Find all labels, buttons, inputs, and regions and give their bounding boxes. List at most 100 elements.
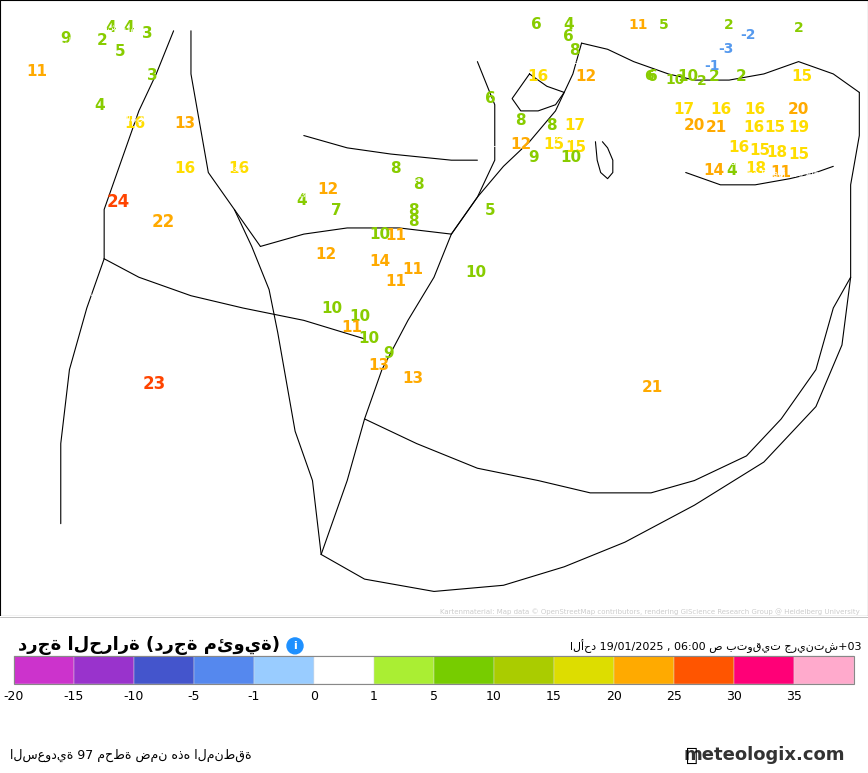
Text: 18: 18 — [766, 145, 787, 160]
Text: السويس: السويس — [10, 82, 56, 93]
Text: 4: 4 — [106, 19, 116, 35]
Text: 8: 8 — [408, 214, 418, 230]
Text: نور: نور — [49, 22, 63, 31]
Bar — [74, 656, 134, 683]
Text: -3: -3 — [718, 43, 733, 56]
Text: meteologix.com: meteologix.com — [683, 746, 845, 764]
Text: 20: 20 — [606, 690, 622, 703]
Text: 9: 9 — [60, 31, 70, 46]
Text: شيراز: شيراز — [744, 37, 772, 46]
Text: -1: -1 — [247, 690, 260, 703]
Text: 17: 17 — [674, 102, 694, 117]
Text: 15: 15 — [566, 141, 587, 155]
Text: 2: 2 — [736, 69, 746, 84]
Text: 8: 8 — [391, 161, 401, 175]
Text: 8: 8 — [413, 177, 424, 192]
Text: 15: 15 — [750, 143, 771, 158]
Text: الهفوف: الهفوف — [466, 138, 501, 148]
Text: 4: 4 — [95, 98, 105, 114]
Text: 24: 24 — [107, 193, 129, 211]
Text: 20: 20 — [788, 102, 809, 117]
Text: الجلة: الجلة — [51, 35, 76, 44]
Text: -2: -2 — [740, 28, 756, 42]
Circle shape — [287, 638, 303, 654]
Text: 11: 11 — [26, 64, 47, 79]
Text: المدينة
المنورة: المدينة المنورة — [213, 152, 247, 172]
Text: 21: 21 — [642, 380, 663, 395]
Text: toum: toum — [38, 492, 61, 500]
Text: Al Ain: Al Ain — [795, 170, 819, 179]
Text: 10: 10 — [561, 150, 582, 165]
Text: 11: 11 — [385, 228, 406, 243]
Bar — [614, 656, 674, 683]
Text: 9: 9 — [529, 150, 539, 165]
Text: 4: 4 — [727, 162, 737, 178]
Text: 15: 15 — [792, 69, 812, 84]
Text: -20: -20 — [3, 690, 24, 703]
Text: -10: -10 — [124, 690, 144, 703]
Text: 4: 4 — [297, 192, 307, 208]
Bar — [734, 656, 794, 683]
Text: 11: 11 — [385, 274, 406, 289]
Text: 6: 6 — [485, 91, 496, 106]
Text: 6: 6 — [644, 69, 654, 83]
Text: 12: 12 — [318, 182, 339, 197]
Text: 14: 14 — [704, 162, 725, 178]
Text: 8: 8 — [516, 114, 526, 128]
Text: الأيق: الأيق — [120, 114, 144, 123]
Text: 5: 5 — [659, 18, 669, 32]
Text: أهواز: أهواز — [572, 9, 591, 22]
Text: 6: 6 — [531, 17, 542, 32]
Text: 10: 10 — [358, 332, 379, 346]
Bar — [134, 656, 194, 683]
Text: 6: 6 — [648, 69, 658, 84]
Text: مدينة الكويت: مدينة الكويت — [519, 57, 582, 66]
Text: 0: 0 — [310, 690, 318, 703]
Text: 4: 4 — [123, 19, 134, 35]
Text: 11: 11 — [771, 165, 792, 180]
Text: Abu Dhabi: Abu Dhabi — [742, 170, 786, 179]
Bar — [674, 656, 734, 683]
Text: 11: 11 — [628, 18, 648, 32]
Text: 5: 5 — [430, 690, 438, 703]
Text: 6: 6 — [563, 29, 574, 45]
Text: Kartenmaterial: Map data © OpenStreetMap contributors, rendering GIScience Resea: Kartenmaterial: Map data © OpenStreetMap… — [439, 608, 859, 615]
Text: الرياض: الرياض — [391, 173, 422, 182]
Text: 16: 16 — [728, 141, 749, 155]
Text: 19: 19 — [788, 120, 809, 135]
Text: 9: 9 — [384, 346, 394, 361]
Text: 16: 16 — [528, 69, 549, 84]
Text: 10: 10 — [370, 226, 391, 242]
Text: 8: 8 — [546, 118, 556, 133]
Text: بورسودان: بورسودان — [90, 288, 132, 297]
Text: 25: 25 — [666, 690, 682, 703]
Text: 2: 2 — [97, 33, 108, 48]
Text: 16: 16 — [744, 120, 765, 135]
Text: Dubai: Dubai — [724, 158, 748, 167]
Text: -1: -1 — [704, 59, 720, 73]
Text: 12: 12 — [315, 247, 336, 262]
Text: حائل: حائل — [292, 188, 312, 196]
Text: 5: 5 — [485, 203, 496, 218]
Text: 16: 16 — [710, 102, 731, 117]
Text: 4: 4 — [563, 17, 574, 32]
Bar — [794, 656, 854, 683]
Bar — [194, 656, 254, 683]
Bar — [14, 656, 74, 683]
Text: 11: 11 — [341, 320, 362, 335]
Text: 2: 2 — [709, 69, 720, 84]
Text: 5: 5 — [115, 44, 125, 60]
Text: 17: 17 — [564, 118, 585, 133]
Text: 💧: 💧 — [686, 746, 698, 764]
Text: 21: 21 — [706, 120, 727, 135]
Text: 12: 12 — [510, 138, 531, 152]
Text: 13: 13 — [174, 116, 195, 131]
Bar — [14, 656, 854, 683]
Bar — [254, 656, 314, 683]
Text: 10: 10 — [486, 690, 502, 703]
Text: -15: -15 — [64, 690, 84, 703]
Text: Doha: Doha — [612, 121, 635, 130]
Text: 2: 2 — [724, 18, 734, 32]
Text: الخرم: الخرم — [68, 459, 90, 468]
Text: 2: 2 — [696, 74, 707, 88]
